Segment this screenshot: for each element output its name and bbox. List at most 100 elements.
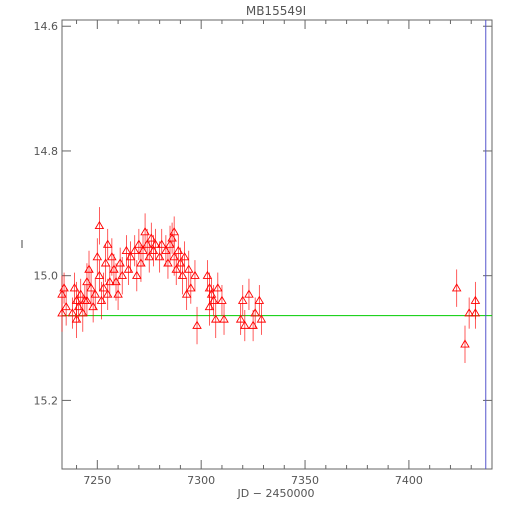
data-point xyxy=(73,291,84,323)
triangle-marker xyxy=(250,308,260,317)
triangle-marker xyxy=(75,289,86,298)
triangle-marker xyxy=(183,264,194,273)
triangle-marker xyxy=(59,283,69,292)
triangle-marker xyxy=(94,220,105,230)
data-point xyxy=(154,241,165,273)
data-point xyxy=(129,235,140,267)
x-tick-label: 7400 xyxy=(395,474,423,487)
data-point xyxy=(213,272,223,304)
data-point xyxy=(171,253,182,286)
data-point xyxy=(84,250,94,289)
data-point xyxy=(179,241,190,273)
triangle-marker xyxy=(235,314,246,323)
triangle-marker xyxy=(181,289,192,298)
triangle-marker xyxy=(84,264,94,273)
triangle-marker xyxy=(67,308,78,317)
data-point xyxy=(59,272,69,304)
data-point xyxy=(104,266,115,298)
triangle-marker xyxy=(61,301,71,311)
triangle-marker xyxy=(237,295,248,304)
data-point xyxy=(123,253,134,286)
data-point xyxy=(183,250,194,289)
triangle-marker xyxy=(82,295,92,304)
y-tick-label: 15.0 xyxy=(34,270,59,283)
data-point xyxy=(67,297,78,329)
data-point xyxy=(111,263,121,301)
axis-tick-labels: 7250 7300 7350 7400 14.6 14.8 15.0 15.2 xyxy=(34,20,423,487)
data-point xyxy=(240,309,250,342)
triangle-marker xyxy=(57,308,67,317)
triangle-marker xyxy=(451,283,462,292)
triangle-marker xyxy=(144,252,155,261)
triangle-marker xyxy=(186,283,196,292)
data-point xyxy=(134,228,144,261)
data-point xyxy=(470,297,481,329)
data-point xyxy=(202,260,213,292)
data-point xyxy=(248,309,258,342)
data-point xyxy=(181,278,192,310)
data-point xyxy=(125,241,136,273)
data-point xyxy=(98,272,109,304)
triangle-marker xyxy=(169,227,179,236)
triangle-marker xyxy=(210,314,221,323)
data-point xyxy=(102,278,113,310)
data-point xyxy=(190,260,200,292)
y-tick-label: 14.8 xyxy=(34,145,59,158)
data-point xyxy=(69,272,80,304)
data-point xyxy=(206,278,217,310)
triangle-marker xyxy=(256,314,267,323)
triangle-marker xyxy=(240,320,250,329)
y-axis-label: I xyxy=(20,238,23,251)
data-points xyxy=(57,207,481,363)
data-point xyxy=(138,235,148,267)
chart-title: MB15549I xyxy=(246,4,306,18)
triangle-marker xyxy=(460,339,470,348)
plot-frame xyxy=(61,19,493,470)
triangle-marker xyxy=(100,258,111,267)
axis-ticks xyxy=(62,20,493,469)
data-point xyxy=(237,285,248,317)
data-point xyxy=(219,303,229,335)
triangle-marker xyxy=(134,239,144,248)
data-point xyxy=(163,247,173,279)
y-tick-label: 15.2 xyxy=(34,394,59,407)
data-point xyxy=(102,228,113,261)
data-point xyxy=(451,269,462,307)
x-axis-label: JD − 2450000 xyxy=(237,487,315,500)
data-point xyxy=(90,278,101,310)
data-point xyxy=(57,294,67,332)
data-point xyxy=(192,306,202,345)
data-point xyxy=(235,303,246,335)
data-point xyxy=(94,260,105,292)
x-tick-label: 7300 xyxy=(187,474,215,487)
data-point xyxy=(107,238,117,276)
triangle-marker xyxy=(129,245,140,254)
data-point xyxy=(75,278,86,310)
data-point xyxy=(254,285,265,317)
triangle-marker xyxy=(98,283,109,292)
triangle-marker xyxy=(470,308,481,317)
triangle-marker xyxy=(192,320,202,329)
triangle-marker xyxy=(92,252,103,261)
triangle-marker xyxy=(113,289,123,298)
data-point xyxy=(100,244,111,282)
data-point xyxy=(131,260,142,292)
triangle-marker xyxy=(86,283,96,292)
triangle-marker xyxy=(219,314,229,323)
data-point xyxy=(208,285,219,317)
data-point xyxy=(210,300,221,339)
triangle-marker xyxy=(102,239,113,248)
data-point xyxy=(165,225,175,264)
data-point xyxy=(117,256,128,295)
data-point xyxy=(121,235,132,267)
triangle-marker xyxy=(464,308,474,317)
data-point xyxy=(88,291,98,323)
data-point xyxy=(256,303,267,335)
data-point xyxy=(144,241,155,273)
data-point xyxy=(244,278,254,310)
triangle-marker xyxy=(254,295,265,304)
triangle-marker xyxy=(121,245,132,254)
y-tick-label: 14.6 xyxy=(34,20,59,33)
triangle-marker xyxy=(208,295,219,304)
